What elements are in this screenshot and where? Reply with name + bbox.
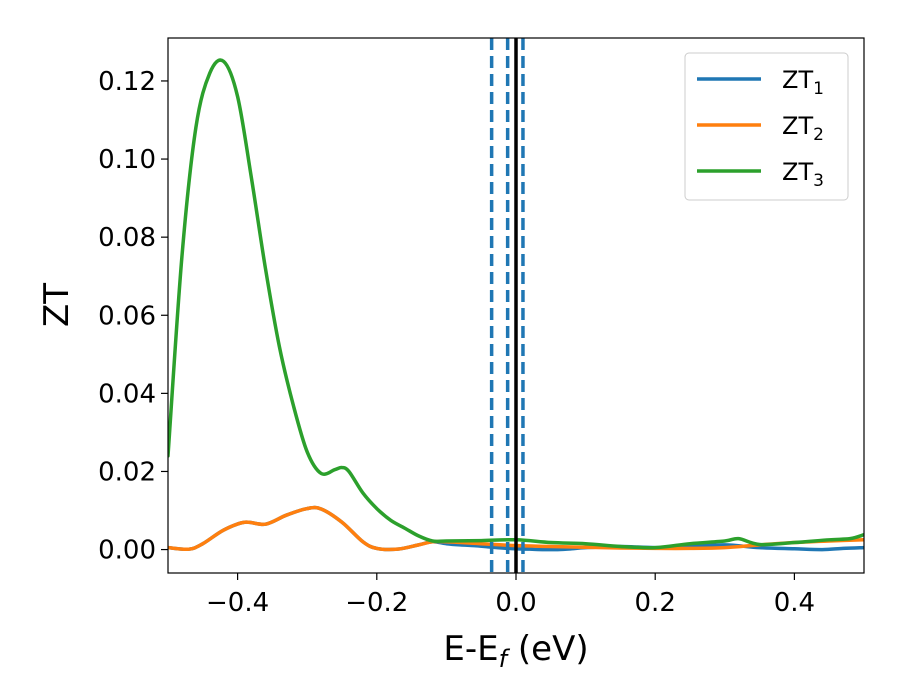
y-tick-label: 0.02 [98, 457, 156, 487]
series-line-zt3 [168, 58, 864, 550]
series-layer [168, 58, 864, 552]
series-line-zt2 [168, 505, 864, 552]
y-axis-ticks: 0.00 0.02 0.04 0.06 0.08 0.10 0.12 [98, 67, 168, 566]
y-axis-title: ZT [37, 283, 77, 327]
y-tick-label: 0.00 [98, 536, 156, 566]
x-tick-label: −0.4 [206, 588, 269, 618]
legend-label-zt1: ZT1 [782, 66, 824, 99]
x-tick-label: 0.0 [495, 588, 536, 618]
legend-label-zt3: ZT3 [782, 158, 824, 191]
legend-box [684, 52, 849, 201]
legend: ZT1 ZT2 ZT3 [684, 52, 849, 201]
legend-label-zt2: ZT2 [782, 112, 824, 145]
reference-lines [489, 38, 525, 573]
x-tick-label: −0.2 [345, 588, 408, 618]
y-tick-label: 0.08 [98, 223, 156, 253]
y-tick-label: 0.06 [98, 301, 156, 331]
y-tick-label: 0.04 [98, 379, 156, 409]
y-tick-label: 0.12 [98, 67, 156, 97]
x-axis-title: E-Ef (eV) [443, 629, 588, 673]
y-tick-label: 0.10 [98, 145, 156, 175]
x-axis-ticks: −0.4 −0.2 0.0 0.2 0.4 [206, 573, 815, 618]
x-tick-label: 0.4 [774, 588, 815, 618]
x-tick-label: 0.2 [635, 588, 676, 618]
